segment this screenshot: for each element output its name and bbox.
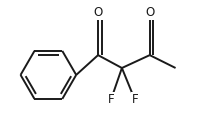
Text: F: F xyxy=(132,93,138,106)
Text: O: O xyxy=(145,6,154,19)
Text: O: O xyxy=(94,6,103,19)
Text: F: F xyxy=(108,93,114,106)
